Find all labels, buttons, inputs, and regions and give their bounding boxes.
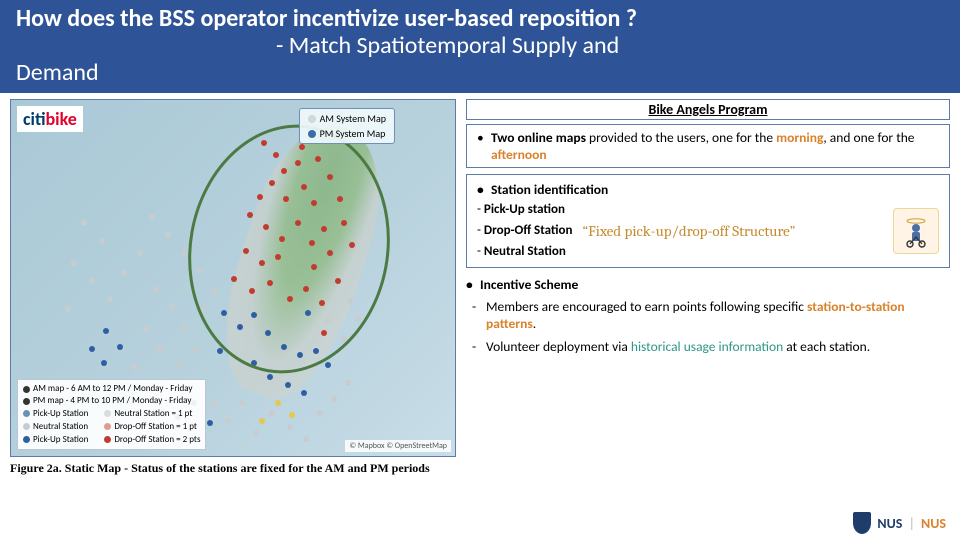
- incentive-line-2: Volunteer deployment via historical usag…: [466, 335, 950, 358]
- map-figure: citibike AM System Map PM System Map AM …: [10, 99, 456, 457]
- map-legend: AM map - 6 AM to 12 PM / Monday - Friday…: [17, 379, 206, 450]
- pm-bullet: [308, 130, 316, 138]
- title-line-2: - Match Spatiotemporal Supply and: [16, 31, 944, 60]
- nus-logo: NUS | NUS: [853, 512, 946, 534]
- station-list: Pick-Up station Drop-Off Station Neutral…: [477, 202, 572, 259]
- neutral-station: Neutral Station: [477, 244, 572, 259]
- structure-quote: “Fixed pick-up/drop-off Structure”: [582, 222, 883, 240]
- incentive-header: Incentive Scheme: [466, 276, 950, 293]
- title-bar: How does the BSS operator incentivize us…: [0, 0, 960, 93]
- dropoff-station: Drop-Off Station: [477, 223, 572, 238]
- system-map-toggle[interactable]: AM System Map PM System Map: [299, 108, 395, 144]
- am-bullet: [308, 115, 316, 123]
- incentive-line-1: Members are encouraged to earn points fo…: [466, 295, 950, 335]
- title-line-1: How does the BSS operator incentivize us…: [16, 4, 944, 33]
- program-header: Bike Angels Program: [466, 99, 950, 120]
- title-line-3: Demand: [16, 58, 944, 87]
- figure-caption: Figure 2a. Static Map - Status of the st…: [10, 461, 456, 476]
- left-column: citibike AM System Map PM System Map AM …: [10, 99, 456, 476]
- map-attribution: © Mapbox © OpenStreetMap: [345, 440, 451, 452]
- maps-bullet: Two online maps provided to the users, o…: [477, 129, 939, 163]
- bike-angel-icon: [893, 208, 939, 254]
- nus-crest-icon: [853, 512, 871, 534]
- pickup-station: Pick-Up station: [477, 202, 572, 217]
- maps-bullet-box: Two online maps provided to the users, o…: [466, 124, 950, 168]
- citibike-logo: citibike: [17, 106, 83, 132]
- station-id-box: Station identification Pick-Up station D…: [466, 174, 950, 268]
- right-column: Bike Angels Program Two online maps prov…: [466, 99, 950, 476]
- station-header: Station identification: [477, 181, 939, 198]
